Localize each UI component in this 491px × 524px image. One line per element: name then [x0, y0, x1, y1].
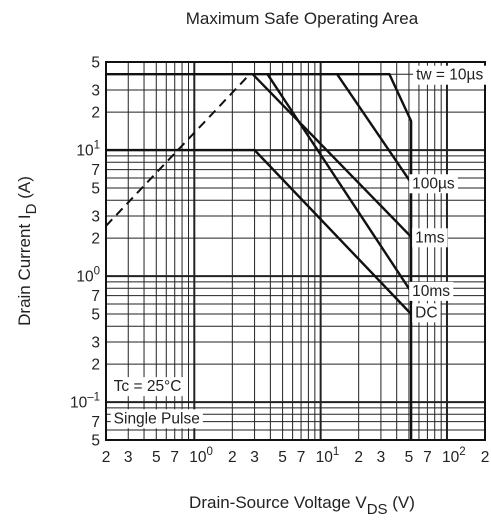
annotation-dc: DC: [412, 303, 441, 323]
y-tick-label: 5: [91, 307, 100, 324]
y-tick-label: 100: [76, 266, 100, 286]
annotation-text: 100µs: [412, 175, 455, 192]
annotation-text: 1ms: [415, 229, 445, 246]
x-tick-label: 3: [124, 449, 133, 466]
y-tick-label: 3: [91, 334, 100, 351]
annotation-layer: tw = 10µs 100µs 1ms 10ms DC Tc = 25°C Single P…: [110, 65, 487, 429]
x-axis-label-subscript: DS: [367, 501, 388, 518]
y-tick-label: 101: [76, 140, 100, 160]
series-layer: [105, 72, 413, 440]
annotation-background: [110, 409, 203, 429]
x-tick-label: 2: [102, 449, 111, 466]
x-tick-label: 2: [354, 449, 363, 466]
x-tick-label: 100: [189, 446, 213, 466]
annotation-background: [412, 228, 448, 248]
annotation-single-pulse: Single Pulse: [110, 409, 203, 429]
tick-exponent: 0: [94, 266, 100, 278]
series-line-100-s: [336, 73, 413, 184]
annotation-background: [110, 377, 185, 397]
y-axis-label-subscript: D: [23, 203, 40, 214]
annotation-text: DC: [415, 304, 437, 321]
x-tick-label: 7: [423, 449, 432, 466]
chart-title: Maximum Safe Operating Area: [186, 9, 419, 28]
annotation-text: Tc = 25°C: [114, 378, 182, 395]
annotation-1ms: 1ms: [412, 228, 448, 248]
series-line-10ms: [266, 73, 413, 293]
x-tick-label: 5: [405, 449, 414, 466]
y-tick-label: 2: [91, 105, 100, 122]
annotation-text: 10ms: [412, 283, 450, 300]
annotation-background: [413, 65, 487, 85]
y-tick-label: 7: [91, 162, 100, 179]
x-tick-label: 5: [278, 449, 287, 466]
y-tick-label: 3: [91, 208, 100, 225]
tick-base: 10: [76, 269, 94, 286]
x-axis-label-main: Drain-Source Voltage V: [189, 493, 367, 512]
annotation-tc: Tc = 25°C: [110, 377, 185, 397]
y-tick-label: 10–1: [70, 392, 100, 412]
y-axis-label-main: Drain Current I: [15, 214, 34, 325]
y-axis-label: Drain Current ID (A): [15, 176, 40, 326]
series-line-tw-10-s: [106, 72, 413, 440]
series-line-1ms: [251, 73, 412, 238]
annotation-tw-10-s: tw = 10µs: [413, 65, 487, 85]
tick-exponent: –1: [87, 392, 100, 404]
y-tick-label: 5: [91, 433, 100, 450]
tick-base: 10: [70, 395, 88, 412]
x-tick-label: 3: [377, 449, 386, 466]
plot-frame: [105, 61, 486, 441]
annotation-10ms: 10ms: [409, 281, 454, 301]
y-tick-label: 5: [91, 181, 100, 198]
x-tick-label: 3: [250, 449, 259, 466]
x-tick-label: 2: [481, 449, 490, 466]
annotation-background: [409, 281, 454, 301]
y-tick-label: 7: [91, 414, 100, 431]
tick-base: 10: [442, 449, 460, 466]
y-tick-label: 7: [91, 288, 100, 305]
y-tick-label: 2: [91, 357, 100, 374]
x-tick-label: 102: [442, 446, 466, 466]
annotation-text: Single Pulse: [114, 410, 200, 427]
annotation-text: tw = 10µs: [416, 67, 483, 84]
x-axis-label-unit: (V): [388, 493, 415, 512]
x-tick-label: 5: [152, 449, 161, 466]
y-tick-label: 3: [91, 82, 100, 99]
x-axis-label: Drain-Source Voltage VDS (V): [189, 493, 415, 518]
tick-base: 10: [76, 143, 94, 160]
tick-exponent: 2: [459, 446, 465, 458]
annotation-background: [412, 303, 441, 323]
annotation-background: [409, 174, 458, 194]
y-axis-label-unit: (A): [15, 176, 34, 203]
tick-exponent: 1: [333, 446, 339, 458]
x-tick-label: 2: [228, 449, 237, 466]
y-tick-label: 5: [91, 55, 100, 72]
series-line-dc: [106, 148, 412, 315]
x-tick-labels: 2 3 5 7 100 2 3 5 7 101 2 3 5 7 102 2: [102, 446, 490, 466]
y-tick-label: 2: [91, 231, 100, 248]
x-tick-label: 7: [170, 449, 179, 466]
tick-exponent: 1: [94, 140, 100, 152]
annotation-100-s: 100µs: [409, 174, 458, 194]
tick-base: 10: [189, 449, 207, 466]
tick-exponent: 0: [207, 446, 213, 458]
x-tick-label: 101: [316, 446, 340, 466]
tick-base: 10: [316, 449, 334, 466]
series-line-dashed-limit: [105, 73, 251, 227]
x-tick-label: 7: [297, 449, 306, 466]
